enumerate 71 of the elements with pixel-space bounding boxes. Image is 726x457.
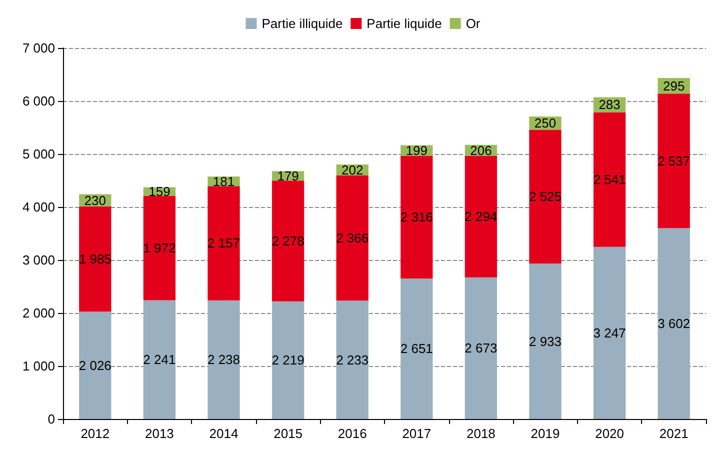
data-label: 2 219 xyxy=(272,352,304,368)
data-label: 2 541 xyxy=(593,172,626,188)
bar xyxy=(529,264,562,419)
y-tick-label: 4 000 xyxy=(22,200,55,214)
bar xyxy=(658,94,690,228)
bar xyxy=(464,156,498,278)
x-tick-label: 2017 xyxy=(402,426,432,441)
bar xyxy=(336,175,368,301)
data-label: 199 xyxy=(406,142,428,158)
data-label: 181 xyxy=(212,174,235,189)
data-label: 179 xyxy=(277,168,299,184)
legend-label: Partie illiquide xyxy=(262,16,343,31)
bar xyxy=(464,277,498,419)
data-label: 3 247 xyxy=(593,325,626,340)
bar xyxy=(400,278,433,419)
data-label: 202 xyxy=(342,162,364,178)
y-tick-label: 7 000 xyxy=(22,40,55,56)
x-tick-label: 2015 xyxy=(274,426,303,441)
y-tick-label: 6 000 xyxy=(22,94,55,108)
data-label: 2 241 xyxy=(143,352,176,368)
data-label: 2 537 xyxy=(658,153,690,168)
bar xyxy=(529,130,562,264)
x-tick-label: 2021 xyxy=(659,426,688,441)
data-label: 1 972 xyxy=(143,240,176,256)
bar xyxy=(143,300,176,419)
bar xyxy=(79,206,112,312)
data-label: 2 278 xyxy=(272,234,304,249)
data-label: 295 xyxy=(663,78,685,94)
bar xyxy=(593,112,626,247)
bar xyxy=(79,312,112,419)
data-label: 2 673 xyxy=(464,340,498,356)
data-label: 2 316 xyxy=(400,210,433,225)
x-tick-label: 2012 xyxy=(80,426,110,441)
data-label: 2 651 xyxy=(400,341,433,356)
data-label: 2 366 xyxy=(336,230,369,246)
bar xyxy=(208,300,240,419)
x-tick-label: 2013 xyxy=(144,426,174,441)
data-label: 2 233 xyxy=(336,352,369,368)
y-tick-label: 0 xyxy=(48,412,55,426)
y-tick-label: 5 000 xyxy=(22,146,55,162)
legend-label: Partie liquide xyxy=(366,16,442,31)
data-label: 3 602 xyxy=(658,316,690,332)
data-label: 2 026 xyxy=(78,358,112,373)
data-label: 2 525 xyxy=(528,189,562,204)
legend-label: Or xyxy=(466,16,481,31)
data-label: 1 985 xyxy=(78,252,112,267)
bar xyxy=(143,196,176,300)
x-tick-label: 2014 xyxy=(209,426,238,441)
x-tick-label: 2018 xyxy=(466,426,496,441)
y-tick-label: 2 000 xyxy=(22,306,55,320)
data-label: 2 294 xyxy=(464,209,498,224)
x-tick-label: 2016 xyxy=(338,426,367,441)
data-label: 2 238 xyxy=(207,352,240,368)
bar xyxy=(272,301,304,419)
x-tick-label: 2020 xyxy=(595,426,624,441)
bar xyxy=(400,156,433,278)
data-label: 2 933 xyxy=(528,334,562,349)
bar xyxy=(593,246,626,419)
y-tick-label: 1 000 xyxy=(22,358,55,374)
data-label: 283 xyxy=(598,97,620,112)
data-label: 159 xyxy=(148,184,170,199)
data-label: 250 xyxy=(534,116,556,131)
y-tick-label: 3 000 xyxy=(22,252,55,268)
bar xyxy=(208,186,240,300)
bar xyxy=(272,180,304,302)
data-label: 2 157 xyxy=(207,236,240,251)
x-tick-label: 2019 xyxy=(530,426,560,441)
bar xyxy=(658,228,690,419)
data-label: 230 xyxy=(84,192,106,208)
data-label: 206 xyxy=(470,142,492,158)
bar xyxy=(336,300,368,419)
